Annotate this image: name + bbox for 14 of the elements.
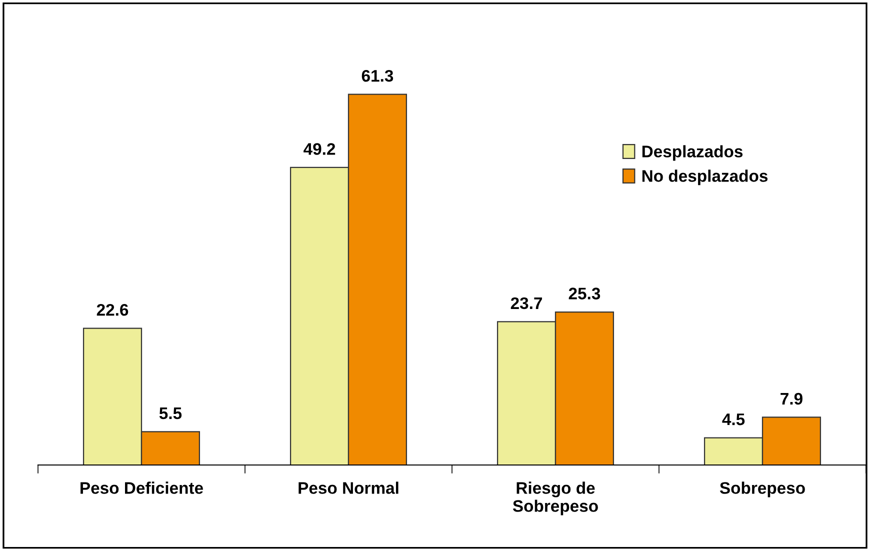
data-label: 5.5 (159, 408, 182, 420)
data-label: 25.3 (568, 288, 600, 300)
x-tick-label: Riesgo de Sobrepeso (512, 482, 598, 516)
data-label: 4.5 (722, 414, 745, 426)
data-label: 23.7 (510, 297, 542, 310)
x-tick-label: Sobrepeso (720, 482, 805, 498)
data-label: 22.6 (96, 304, 128, 316)
x-tick-label: Peso Deficiente (80, 482, 203, 494)
legend-label: Desplazados (642, 145, 743, 161)
data-label: 49.2 (304, 143, 336, 155)
data-label: 61.3 (362, 70, 394, 82)
x-tick-label: Peso Normal (298, 482, 398, 494)
data-label: 7.9 (780, 392, 802, 405)
legend-label: No desplazados (642, 170, 768, 186)
